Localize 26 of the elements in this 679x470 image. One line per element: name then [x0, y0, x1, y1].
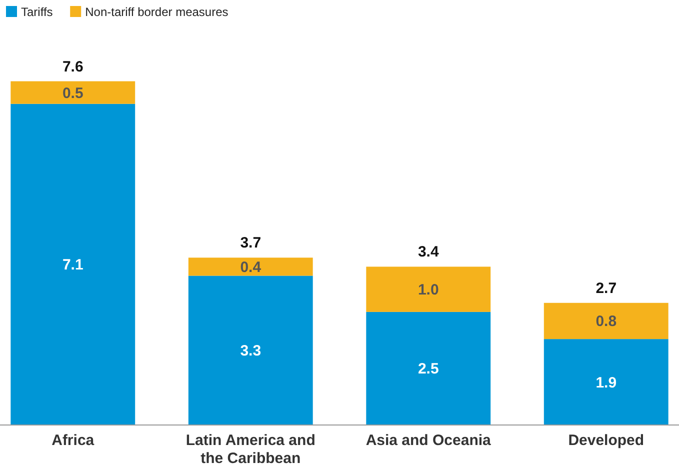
data-label: 3.3 [240, 342, 262, 360]
data-label: 0.4 [240, 258, 262, 276]
legend-label: Tariffs [21, 5, 53, 19]
data-label: 2.5 [418, 360, 439, 378]
bar [10, 81, 136, 104]
x-tick-label: Asia and Oceania [366, 432, 492, 449]
bar [10, 104, 136, 425]
bar [188, 276, 313, 425]
x-tick-label: Latin America and the Caribbean [186, 432, 316, 467]
bar [366, 312, 491, 425]
bar [188, 258, 313, 276]
total-label: 2.7 [596, 280, 617, 297]
bar [366, 266, 491, 312]
x-tick-label: Developed [568, 432, 644, 449]
total-label: 3.7 [240, 234, 262, 252]
total-label: 3.4 [418, 244, 440, 261]
data-label: 1.0 [418, 282, 439, 299]
x-tick-label: Africa [52, 432, 95, 449]
data-label: 7.1 [62, 256, 84, 274]
total-label: 7.6 [62, 58, 84, 76]
data-label: 1.9 [596, 374, 617, 392]
legend-label: Non-tariff border measures [85, 5, 228, 19]
bar [544, 302, 668, 340]
data-label: 0.8 [596, 313, 617, 330]
bar [544, 339, 668, 425]
data-label: 0.5 [62, 84, 84, 102]
